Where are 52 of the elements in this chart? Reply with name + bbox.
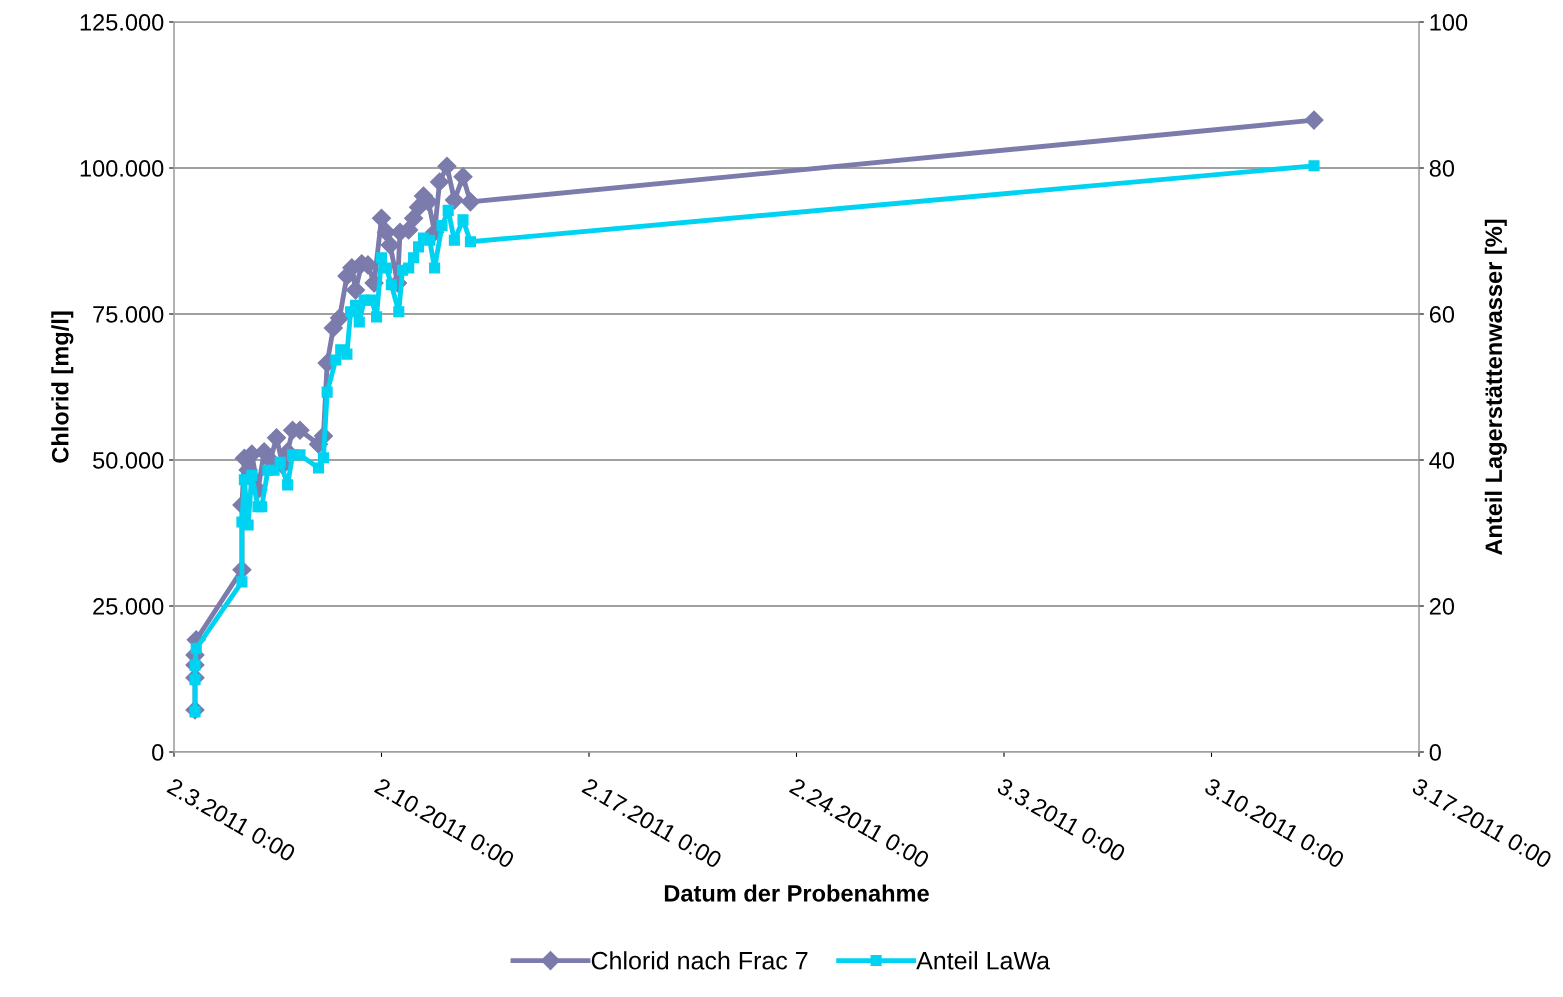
point xyxy=(236,576,248,588)
point xyxy=(341,348,353,360)
point xyxy=(321,386,333,398)
y2-tick-label: 40 xyxy=(1429,452,1455,469)
point xyxy=(442,204,454,216)
y-tick-label: 75.000 xyxy=(93,306,164,323)
y2-tick-label: 100 xyxy=(1430,14,1468,31)
y-tick-label: 25.000 xyxy=(93,598,164,615)
point xyxy=(256,501,268,513)
point xyxy=(282,479,294,491)
point xyxy=(190,642,202,654)
y-tick-label: 100.000 xyxy=(80,160,164,177)
y-tick-label: 125.000 xyxy=(80,14,164,31)
point xyxy=(403,262,415,274)
point xyxy=(1304,110,1324,130)
point xyxy=(460,192,480,212)
point xyxy=(448,234,460,246)
point xyxy=(393,306,405,318)
point xyxy=(464,236,476,248)
point xyxy=(294,449,306,461)
point xyxy=(430,172,450,192)
y2-tick-label: 80 xyxy=(1429,160,1455,177)
y-tick-label: 50.000 xyxy=(93,452,164,469)
point xyxy=(429,262,441,274)
point xyxy=(330,354,342,366)
point xyxy=(371,311,383,323)
x-axis-title: Datum der Probenahme xyxy=(664,884,929,902)
y-tick-label: 0 xyxy=(152,744,164,761)
y2-tick-label: 0 xyxy=(1429,744,1441,761)
point xyxy=(1308,160,1320,172)
point xyxy=(353,316,365,328)
point xyxy=(457,214,469,226)
point xyxy=(380,235,400,255)
y2-axis-title: Anteil Lagerstättenwasser [%] xyxy=(1484,219,1507,556)
point xyxy=(317,452,330,464)
y2-tick-label: 20 xyxy=(1429,598,1455,615)
point xyxy=(436,220,448,232)
legend-label: Chlorid nach Frac 7 xyxy=(591,951,808,970)
point xyxy=(246,469,258,481)
point xyxy=(375,252,388,264)
point xyxy=(371,208,392,228)
y2-tick-label: 60 xyxy=(1429,306,1455,323)
y-axis-title: Chlorid [mg/l] xyxy=(51,311,74,463)
point xyxy=(437,156,457,176)
legend-label: Anteil LaWa xyxy=(916,951,1050,970)
point xyxy=(408,252,420,264)
point xyxy=(274,456,286,468)
point xyxy=(385,279,397,291)
point xyxy=(329,308,350,328)
point xyxy=(444,190,464,210)
point xyxy=(453,167,473,187)
point xyxy=(312,462,325,474)
